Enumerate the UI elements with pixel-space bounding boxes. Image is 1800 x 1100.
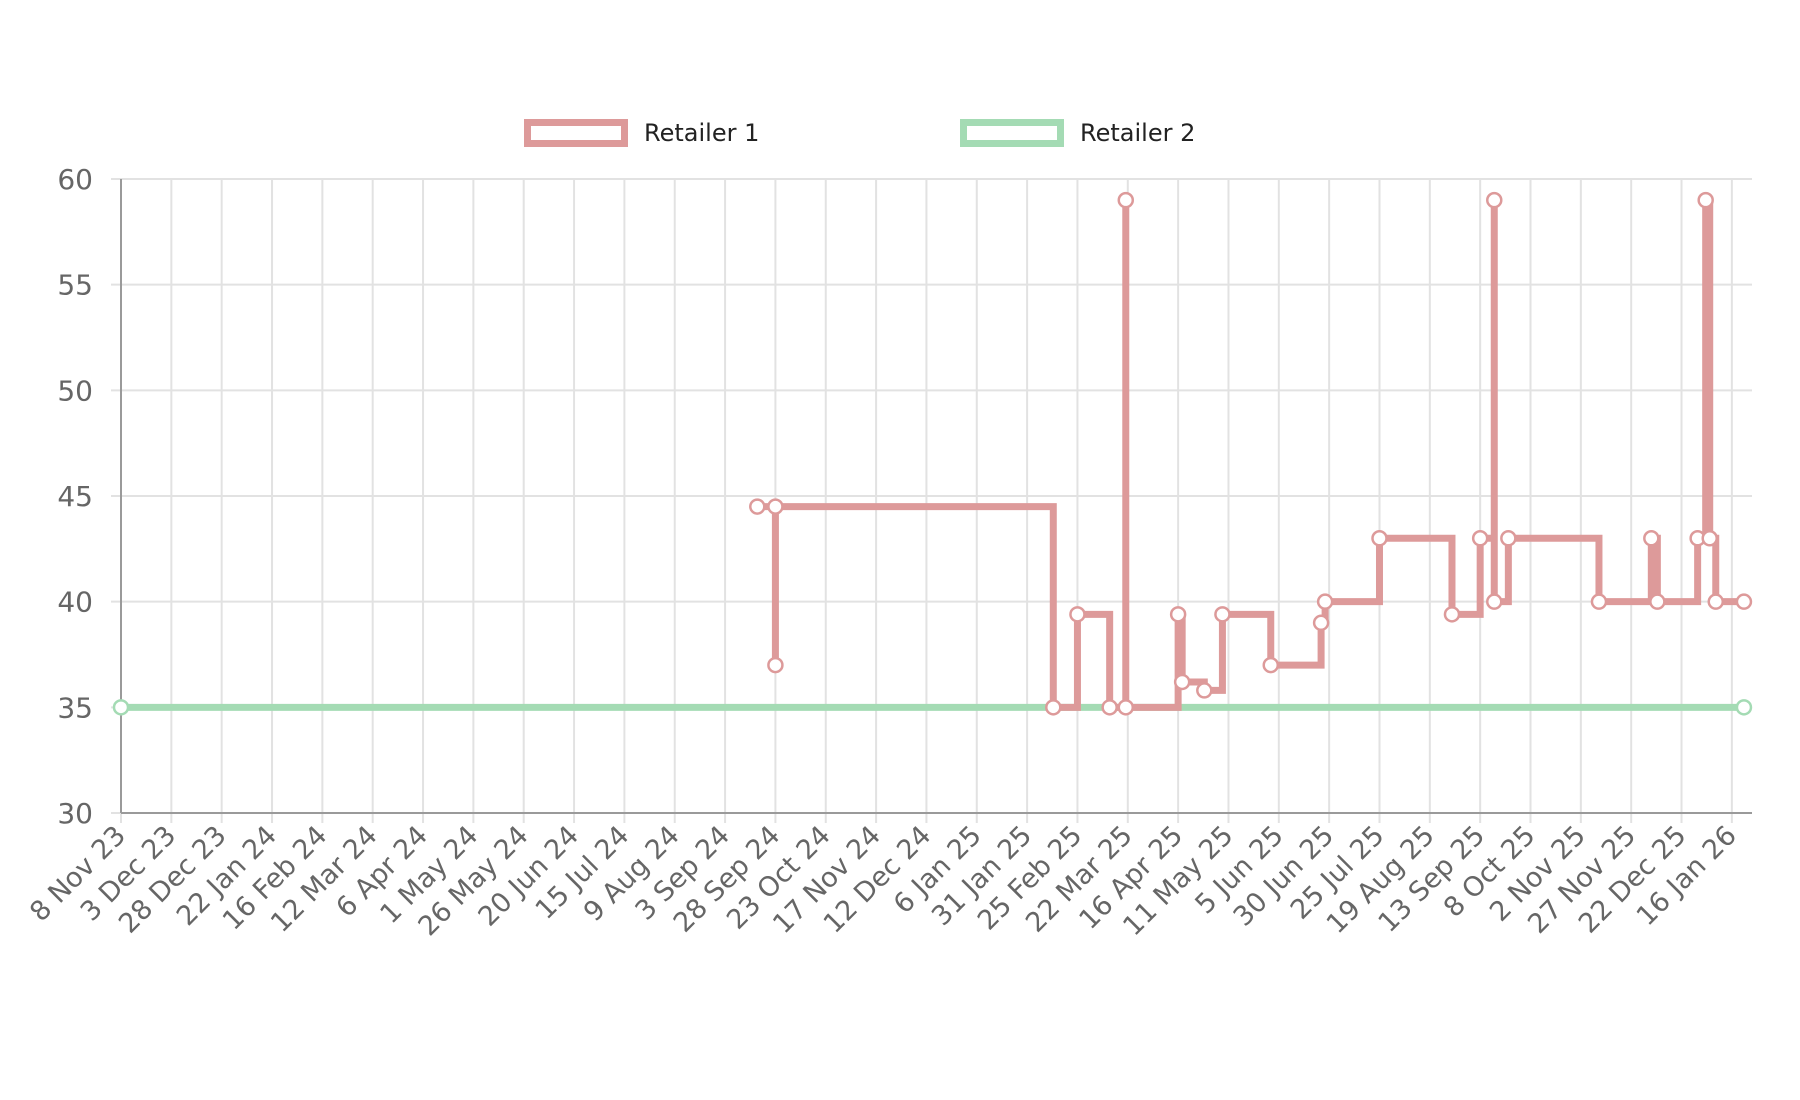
y-tick-label: 35 [57,691,93,724]
legend-label-retailer-2: Retailer 2 [1080,119,1196,147]
y-tick-label: 50 [57,374,93,407]
data-point-retailer-1 [1214,606,1231,623]
data-point-retailer-2 [112,699,130,716]
data-point-retailer-2 [1735,699,1753,716]
data-point-retailer-1 [1371,530,1388,547]
y-tick-label: 30 [57,797,93,830]
grid-lines [111,178,1752,823]
data-point-retailer-1 [1649,593,1666,610]
series-lines [121,196,1744,711]
legend-swatch-retailer-1 [524,119,628,147]
data-point-retailer-1 [1707,593,1725,610]
y-tick-label: 60 [57,163,93,196]
data-point-retailer-1 [1101,699,1118,716]
data-point-retailer-1 [1471,530,1489,547]
data-point-retailer-1 [1173,673,1191,691]
legend-label-retailer-1: Retailer 1 [644,119,760,147]
legend-swatch-retailer-2 [960,119,1064,147]
data-point-retailer-1 [1169,606,1187,623]
data-point-retailer-1 [1735,593,1753,610]
data-point-retailer-1 [1069,606,1086,623]
data-point-retailer-1 [1443,606,1461,623]
y-axis-ticks: 60 55 50 45 40 35 30 [57,163,93,830]
data-point-retailer-1 [1701,530,1718,547]
y-tick-label: 45 [57,480,93,513]
data-point-retailer-1 [1117,699,1135,716]
data-point-retailer-1 [1045,699,1062,716]
data-point-retailer-1 [1312,614,1330,632]
data-point-retailer-1 [1590,593,1608,610]
series-line-retailer-1 [757,196,1744,711]
data-point-retailer-1 [749,498,766,515]
data-point-retailer-1 [1196,682,1213,699]
data-point-retailer-1 [1486,593,1503,610]
data-point-retailer-1 [1262,656,1280,674]
legend-item-retailer-1[interactable]: Retailer 1 [524,113,759,153]
data-point-retailer-1 [767,656,784,674]
data-point-retailer-1 [767,498,784,515]
data-point-retailer-1 [1500,530,1517,547]
data-point-retailer-1 [1316,593,1334,610]
data-point-retailer-1 [1697,191,1714,209]
data-point-retailer-1 [1486,191,1503,209]
series-markers [112,191,1753,716]
y-tick-label: 55 [57,269,93,302]
data-point-retailer-1 [1643,530,1660,547]
y-tick-label: 40 [57,586,93,619]
legend-item-retailer-2[interactable]: Retailer 2 [960,113,1195,153]
data-point-retailer-1 [1117,191,1135,209]
